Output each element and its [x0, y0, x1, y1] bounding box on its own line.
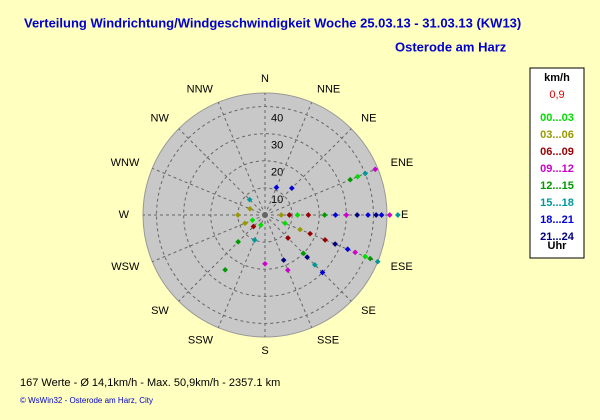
footer-stats: 167 Werte - Ø 14,1km/h - Max. 50,9km/h -… — [20, 377, 280, 389]
data-point — [386, 212, 393, 218]
grid-spoke — [264, 102, 313, 216]
data-point — [247, 205, 253, 212]
r-tick-label: 20 — [271, 167, 283, 179]
data-point — [395, 212, 401, 218]
data-point — [378, 212, 385, 218]
data-point — [354, 173, 361, 180]
data-point — [222, 267, 228, 273]
data-point — [258, 222, 264, 228]
data-point — [235, 212, 241, 218]
data-point — [373, 212, 379, 218]
data-point — [347, 176, 353, 183]
theta-tick-label: WSW — [111, 261, 140, 273]
theta-tick-label: S — [261, 345, 268, 357]
data-point — [242, 220, 248, 227]
data-point — [235, 239, 241, 245]
data-point — [280, 257, 287, 263]
theta-tick-label: ENE — [391, 157, 414, 169]
data-point — [284, 267, 291, 273]
grid-spoke — [264, 128, 352, 216]
data-point — [352, 249, 358, 256]
chart-subtitle: Osterode am Harz — [395, 39, 507, 54]
data-point — [354, 212, 361, 218]
data-point — [332, 241, 338, 247]
theta-tick-label: WNW — [111, 157, 140, 169]
theta-tick-label: SW — [151, 305, 169, 317]
grid-spoke — [264, 167, 378, 216]
grid-spoke — [152, 167, 266, 216]
legend-label: 15...18 — [540, 197, 574, 209]
data-point — [312, 262, 318, 268]
legend-box — [529, 67, 585, 259]
data-point — [246, 196, 253, 203]
data-point — [250, 223, 257, 230]
r-tick-label: 30 — [271, 140, 283, 152]
chart-title: Verteilung Windrichtung/Windgeschwindigk… — [24, 15, 521, 30]
data-point — [282, 220, 288, 227]
data-point — [362, 170, 369, 177]
footer-credit: © WsWin32 - Osterode am Harz, City — [20, 396, 153, 405]
theta-tick-label: ESE — [391, 261, 413, 273]
legend-current: 0,9 — [549, 89, 564, 101]
data-point — [249, 217, 256, 224]
data-point — [305, 212, 312, 218]
theta-tick-label: NW — [151, 113, 170, 125]
data-point — [321, 212, 328, 218]
data-point — [262, 260, 268, 267]
theta-tick-label: E — [401, 209, 408, 221]
theta-tick-label: SSW — [188, 335, 214, 347]
theta-tick-label: NNE — [317, 83, 340, 95]
theta-tick-label: N — [261, 73, 269, 85]
grid-spoke — [178, 214, 266, 302]
legend-label: 12...15 — [540, 180, 574, 192]
theta-tick-label: NNW — [187, 83, 214, 95]
theta-tick-label: SE — [361, 305, 376, 317]
data-point — [278, 212, 285, 218]
theta-tick-label: NE — [361, 113, 376, 125]
data-point — [372, 166, 379, 173]
grid-spoke — [217, 214, 266, 328]
data-point — [332, 212, 339, 218]
r-tick-label: 10 — [271, 194, 283, 206]
legend-footer: Uhr — [548, 240, 568, 252]
data-point — [322, 237, 328, 243]
grid-spoke — [217, 102, 266, 216]
r-tick-label: 40 — [271, 112, 283, 124]
legend-label: 09...12 — [540, 163, 574, 175]
data-point — [319, 269, 326, 276]
theta-tick-label: SSE — [317, 335, 339, 347]
legend-label: 21...24 — [540, 231, 575, 243]
data-point — [307, 230, 313, 237]
data-point — [362, 253, 369, 260]
theta-tick-label: W — [119, 209, 130, 221]
data-point — [285, 235, 291, 241]
legend-unit: km/h — [544, 72, 570, 84]
data-point — [286, 212, 293, 218]
data-point — [273, 184, 280, 191]
data-point — [367, 255, 374, 262]
legend-label: 06...09 — [540, 146, 574, 158]
legend-label: 00...03 — [540, 112, 574, 124]
data-point — [344, 246, 351, 253]
data-point — [297, 226, 303, 233]
data-point — [343, 212, 350, 218]
data-point — [289, 185, 295, 191]
data-point — [251, 237, 258, 243]
data-point — [374, 258, 381, 265]
legend-label: 03...06 — [540, 129, 574, 141]
data-point — [294, 212, 301, 218]
data-point — [365, 212, 371, 218]
data-point — [300, 250, 307, 257]
data-point — [304, 254, 311, 261]
legend-label: 18...21 — [540, 214, 574, 226]
